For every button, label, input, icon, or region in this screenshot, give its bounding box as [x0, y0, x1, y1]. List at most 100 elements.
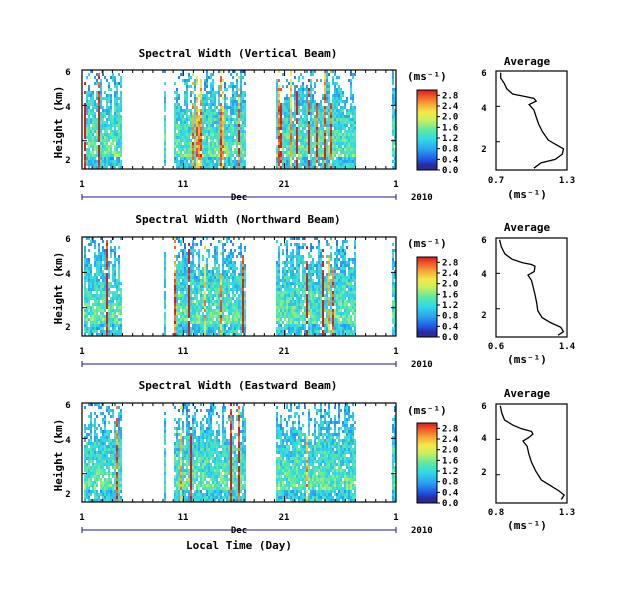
heatmap-cell	[94, 297, 96, 300]
heatmap-cell	[306, 267, 308, 270]
heatmap-cell	[176, 154, 178, 157]
heatmap-cell	[208, 127, 210, 130]
heatmap-cell	[330, 148, 332, 151]
heatmap-cell	[112, 285, 114, 288]
heatmap-cell	[202, 124, 204, 127]
heatmap-cell	[316, 157, 318, 160]
heatmap-cell	[290, 294, 292, 297]
heatmap-cell	[222, 306, 224, 309]
heatmap-cell	[330, 252, 332, 255]
heatmap-cell	[320, 264, 322, 267]
heatmap-cell	[296, 109, 298, 112]
heatmap-cell	[238, 315, 240, 318]
heatmap-cell	[344, 127, 346, 130]
heatmap-cell	[200, 121, 202, 124]
heatmap-cell	[352, 97, 354, 100]
heatmap-cell	[212, 136, 214, 139]
heatmap-cell	[238, 246, 240, 249]
heatmap-cell	[348, 321, 350, 324]
heatmap-cell	[174, 130, 176, 133]
heatmap-cell	[394, 130, 396, 133]
heatmap-cell	[344, 297, 346, 300]
heatmap-cell	[290, 115, 292, 118]
heatmap-cell	[192, 252, 194, 255]
heatmap-cell	[282, 166, 284, 169]
heatmap-cell	[240, 297, 242, 300]
heatmap-cell	[328, 100, 330, 103]
heatmap-cell	[352, 142, 354, 145]
heatmap-cell	[202, 145, 204, 148]
heatmap-cell	[336, 321, 338, 324]
heatmap-cell	[352, 109, 354, 112]
heatmap-cell	[110, 252, 112, 255]
heatmap-cell	[90, 103, 92, 106]
heatmap-cell	[112, 324, 114, 327]
heatmap-cell	[224, 112, 226, 115]
heatmap-cell	[324, 82, 326, 85]
heatmap-cell	[344, 321, 346, 324]
heatmap-cell	[104, 91, 106, 94]
heatmap-cell	[174, 142, 176, 145]
heatmap-cell	[218, 330, 220, 333]
heatmap-cell	[310, 285, 312, 288]
heatmap-cell	[282, 160, 284, 163]
heatmap-cell	[102, 127, 104, 130]
heatmap-cell	[182, 294, 184, 297]
heatmap-cell	[330, 294, 332, 297]
heatmap-cell	[96, 318, 98, 321]
heatmap-cell	[84, 145, 86, 148]
heatmap-cell	[230, 133, 232, 136]
heatmap-cell	[110, 297, 112, 300]
heatmap-cell	[286, 142, 288, 145]
heatmap-cell	[232, 282, 234, 285]
heatmap-cell	[304, 327, 306, 330]
heatmap-cell	[344, 133, 346, 136]
heatmap-cell	[296, 103, 298, 106]
heatmap-cell	[348, 330, 350, 333]
heatmap-cell	[282, 303, 284, 306]
heatmap-cell	[244, 139, 246, 142]
heatmap-cell	[322, 324, 324, 327]
heatmap-cell	[104, 264, 106, 267]
heatmap-cell	[308, 282, 310, 285]
heatmap-cell	[182, 154, 184, 157]
heatmap-cell	[216, 291, 218, 294]
heatmap-cell	[174, 324, 176, 327]
heatmap-cell	[230, 303, 232, 306]
heatmap-cell	[100, 115, 102, 118]
heatmap-cell	[302, 264, 304, 267]
heatmap-cell	[200, 82, 202, 85]
heatmap-cell	[310, 103, 312, 106]
heatmap-cell	[326, 324, 328, 327]
heatmap-cell	[240, 264, 242, 267]
heatmap-cell	[100, 264, 102, 267]
heatmap-cell	[92, 297, 94, 300]
heatmap-cell	[224, 279, 226, 282]
heatmap-cell	[290, 318, 292, 321]
heatmap-cell	[224, 324, 226, 327]
heatmap-cell	[284, 136, 286, 139]
heatmap-cell	[214, 258, 216, 261]
heatmap-cell	[236, 160, 238, 163]
heatmap-cell	[202, 154, 204, 157]
heatmap-cell	[304, 118, 306, 121]
heatmap-cell	[198, 330, 200, 333]
heatmap-cell	[322, 306, 324, 309]
heatmap-cell	[236, 288, 238, 291]
heatmap-cell	[112, 133, 114, 136]
heatmap-cell	[176, 100, 178, 103]
heatmap-cell	[348, 291, 350, 294]
heatmap-cell	[230, 327, 232, 330]
heatmap-cell	[214, 261, 216, 264]
heatmap-cell	[202, 267, 204, 270]
heatmap-cell	[244, 145, 246, 148]
heatmap-cell	[314, 285, 316, 288]
heatmap-cell	[290, 291, 292, 294]
heatmap-cell	[104, 273, 106, 276]
heatmap-cell	[298, 321, 300, 324]
heatmap-cell	[96, 258, 98, 261]
heatmap-cell	[218, 240, 220, 243]
heatmap-cell	[306, 97, 308, 100]
heatmap-cell	[212, 279, 214, 282]
heatmap-cell	[120, 136, 122, 139]
